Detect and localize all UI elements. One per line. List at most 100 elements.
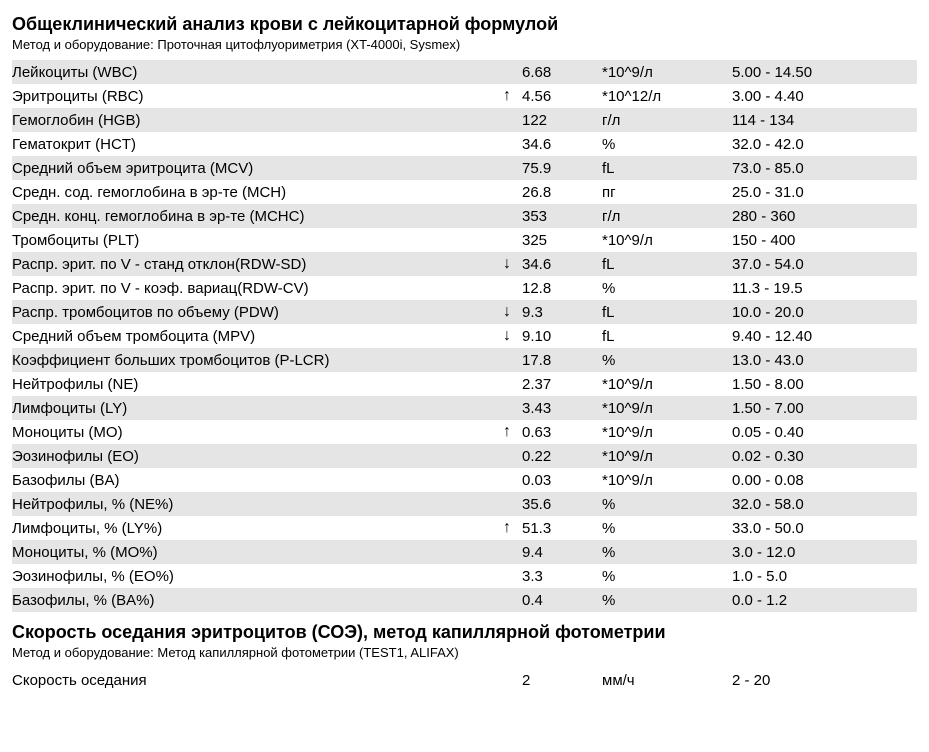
table-row: Нейтрофилы (NE)2.37*10^9/л1.50 - 8.00 [12,372,917,396]
row-unit: *10^9/л [602,420,732,444]
row-unit: fL [602,156,732,180]
row-unit: *10^9/л [602,372,732,396]
row-name: Нейтрофилы, % (NE%) [12,492,492,516]
row-unit: *10^12/л [602,84,732,108]
row-range: 0.00 - 0.08 [732,468,917,492]
row-arrow-icon [492,204,522,228]
row-range: 11.3 - 19.5 [732,276,917,300]
row-arrow-icon [492,492,522,516]
row-unit: *10^9/л [602,228,732,252]
row-range: 3.00 - 4.40 [732,84,917,108]
section1-title: Общеклинический анализ крови с лейкоцита… [12,14,917,35]
row-arrow-icon: ↑ [492,516,522,540]
row-range: 0.0 - 1.2 [732,588,917,612]
row-arrow-icon: ↑ [492,420,522,444]
row-unit: % [602,588,732,612]
table-row: Лейкоциты (WBC) 6.68*10^9/л5.00 - 14.50 [12,60,917,84]
row-value: 122 [522,108,602,132]
table-row: Базофилы, % (BA%)0.4%0.0 - 1.2 [12,588,917,612]
row-name: Лейкоциты (WBC) [12,60,492,84]
table-row: Гематокрит (HCT)34.6%32.0 - 42.0 [12,132,917,156]
row-arrow-icon [492,540,522,564]
row-name: Моноциты (MO) [12,420,492,444]
table-row: Лимфоциты, % (LY%)↑51.3%33.0 - 50.0 [12,516,917,540]
row-arrow-icon [492,156,522,180]
row-arrow-icon: ↓ [492,252,522,276]
row-value: 6.68 [522,60,602,84]
row-unit: fL [602,300,732,324]
section2-table: Скорость оседания2мм/ч2 - 20 [12,668,917,692]
row-value: 51.3 [522,516,602,540]
row-arrow-icon [492,108,522,132]
row-value: 34.6 [522,132,602,156]
row-unit: % [602,540,732,564]
row-range: 73.0 - 85.0 [732,156,917,180]
row-arrow-icon [492,228,522,252]
row-name: Средний объем эритроцита (MCV) [12,156,492,180]
table-row: Средн. конц. гемоглобина в эр-те (MCHC) 3… [12,204,917,228]
row-unit: % [602,492,732,516]
row-range: 2 - 20 [732,668,917,692]
table-row: Лимфоциты (LY)3.43*10^9/л1.50 - 7.00 [12,396,917,420]
row-range: 5.00 - 14.50 [732,60,917,84]
row-name: Эритроциты (RBC) [12,84,492,108]
row-value: 3.43 [522,396,602,420]
row-arrow-icon [492,396,522,420]
row-unit: *10^9/л [602,396,732,420]
row-range: 114 - 134 [732,108,917,132]
table-row: Гемоглобин (HGB) 122г/л114 - 134 [12,108,917,132]
row-name: Средн. конц. гемоглобина в эр-те (MCHC) [12,204,492,228]
row-value: 0.63 [522,420,602,444]
row-name: Моноциты, % (MO%) [12,540,492,564]
row-range: 32.0 - 58.0 [732,492,917,516]
row-name: Гематокрит (HCT) [12,132,492,156]
row-range: 3.0 - 12.0 [732,540,917,564]
row-value: 9.3 [522,300,602,324]
row-unit: % [602,564,732,588]
row-name: Средн. сод. гемоглобина в эр-те (MCH) [12,180,492,204]
row-range: 0.02 - 0.30 [732,444,917,468]
table-row: Распр. тромбоцитов по объему (PDW)↓9.3fL… [12,300,917,324]
table-row: Тромбоциты (PLT)325*10^9/л150 - 400 [12,228,917,252]
row-range: 13.0 - 43.0 [732,348,917,372]
table-row: Распр. эрит. по V - коэф. вариац(RDW-CV)… [12,276,917,300]
row-name: Скорость оседания [12,668,492,692]
table-row: Нейтрофилы, % (NE%)35.6%32.0 - 58.0 [12,492,917,516]
section1-table: Лейкоциты (WBC)6.68*10^9/л5.00 - 14.50Эр… [12,60,917,612]
row-name: Лимфоциты (LY) [12,396,492,420]
row-range: 37.0 - 54.0 [732,252,917,276]
row-range: 33.0 - 50.0 [732,516,917,540]
row-range: 32.0 - 42.0 [732,132,917,156]
row-value: 0.4 [522,588,602,612]
row-arrow-icon: ↓ [492,324,522,348]
row-range: 1.0 - 5.0 [732,564,917,588]
row-unit: *10^9/л [602,468,732,492]
row-range: 280 - 360 [732,204,917,228]
table-row: Средний объем эритроцита (MCV) 75.9fL73.0… [12,156,917,180]
row-unit: % [602,348,732,372]
row-range: 9.40 - 12.40 [732,324,917,348]
row-unit: г/л [602,204,732,228]
row-unit: % [602,516,732,540]
section2-method: Метод и оборудование: Метод капиллярной … [12,645,917,660]
row-name: Эозинофилы, % (EO%) [12,564,492,588]
row-value: 9.4 [522,540,602,564]
row-value: 75.9 [522,156,602,180]
row-unit: fL [602,252,732,276]
row-value: 353 [522,204,602,228]
row-arrow-icon [492,564,522,588]
row-name: Гемоглобин (HGB) [12,108,492,132]
row-value: 12.8 [522,276,602,300]
row-arrow-icon [492,372,522,396]
table-row: Скорость оседания2мм/ч2 - 20 [12,668,917,692]
row-arrow-icon [492,468,522,492]
row-unit: г/л [602,108,732,132]
table-row: Средний объем тромбоцита (MPV)↓9.10fL9.4… [12,324,917,348]
row-value: 3.3 [522,564,602,588]
row-value: 4.56 [522,84,602,108]
row-value: 2.37 [522,372,602,396]
table-row: Распр. эрит. по V - станд отклон(RDW-SD)… [12,252,917,276]
row-unit: *10^9/л [602,60,732,84]
row-value: 26.8 [522,180,602,204]
row-value: 17.8 [522,348,602,372]
